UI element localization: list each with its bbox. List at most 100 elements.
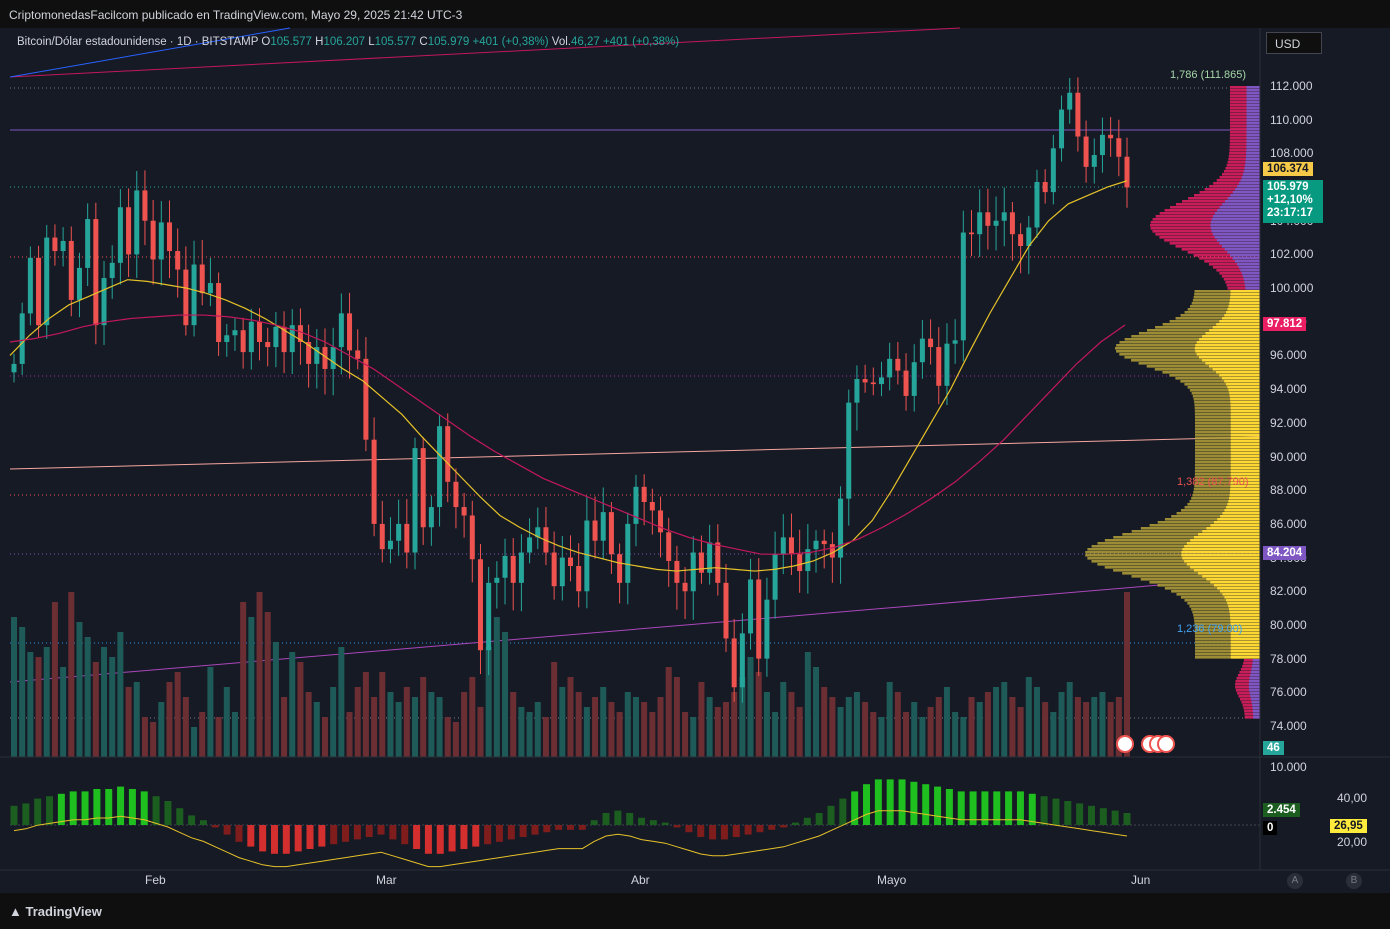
profile-row [1091,545,1260,548]
profile-row [1236,677,1260,680]
osc-bar [1087,805,1095,825]
log-scale-button[interactable]: B [1346,873,1362,889]
fib-label-top: 1,786 (111.865) [1170,69,1247,81]
volume-bar [1091,697,1098,757]
osc-bar [424,825,432,854]
profile-row [1226,164,1260,167]
profile-row [1229,143,1260,146]
profile-row [1182,200,1260,203]
volume-bar [11,617,17,757]
volume-bar [821,687,828,757]
profile-row-inner [1227,308,1260,311]
profile-row [1193,254,1260,257]
candle-body [191,264,197,326]
profile-row [1229,119,1260,122]
profile-row [1180,596,1260,599]
profile-row [1175,317,1260,320]
profile-row-inner [1230,428,1260,431]
osc-bar [306,825,314,849]
profile-row [1194,404,1260,407]
close-value: 105.979 [427,36,470,48]
volume-bar [51,602,58,757]
volume-bar [510,692,517,757]
volume-bar [223,687,230,757]
profile-row [1191,497,1260,500]
candle-body [281,326,287,353]
profile-row [1181,248,1260,251]
profile-row [1194,410,1260,413]
osc-bar [69,791,77,825]
osc-bar [649,820,657,825]
osc-bar [128,789,136,825]
profile-row-inner [1229,608,1260,611]
profile-row [1184,383,1260,386]
profile-row-inner [1229,392,1260,395]
osc-bar [270,825,278,854]
profile-row-inner [1216,239,1260,242]
candle-body [1099,134,1105,156]
osc-bar [1052,798,1060,825]
volume-bar [101,647,108,757]
osc-bar [377,825,385,835]
profile-row [1209,185,1260,188]
tradingview-logo[interactable]: ▲ TradingView [9,904,102,919]
profile-row [1175,245,1260,248]
profile-row [1194,443,1260,446]
currency-selector[interactable]: USD [1266,32,1322,54]
profile-row-inner [1230,425,1260,428]
candle-body [306,342,312,364]
profile-row-inner [1224,596,1260,599]
auto-scale-button[interactable]: A [1287,873,1303,889]
volume-bar [526,712,533,757]
symbol-legend[interactable]: Bitcoin/Dólar estadounidense · 1D · BITS… [17,36,679,48]
profile-row [1212,266,1260,269]
profile-row [1131,575,1260,578]
osc-bar [874,779,882,825]
osc-bar [803,817,811,825]
profile-row-inner [1248,686,1260,689]
profile-row-inner [1230,467,1260,470]
volume-bar [68,592,75,757]
profile-row [1229,131,1260,134]
profile-row-inner [1182,557,1260,560]
profile-row-inner [1222,203,1260,206]
profile-row [1194,449,1260,452]
volume-bar [1107,702,1114,757]
profile-row [1164,239,1260,242]
volume-bar [714,707,721,757]
volume-bar [281,697,288,757]
profile-row-inner [1246,95,1260,98]
volume-bar [641,702,648,757]
candle-body [469,515,475,560]
candle-body [224,335,230,342]
osc-bar [519,825,527,837]
candle-body [641,486,647,502]
profile-row-inner [1226,506,1260,509]
candle-body [207,283,213,294]
profile-row [1097,563,1260,566]
profile-row-inner [1253,716,1260,719]
volume-bar [534,702,541,757]
volume-bar [993,687,1000,757]
profile-row [1238,695,1260,698]
profile-row [1155,233,1260,236]
price-axis-label: 112.000 [1270,79,1313,93]
us-flag-icon [1157,735,1175,753]
profile-row-inner [1225,383,1260,386]
candle-body [535,527,541,538]
candle-body [85,219,91,268]
profile-row [1194,416,1260,419]
profile-row-inner [1243,278,1260,281]
profile-row [1194,629,1260,632]
profile-row [1194,620,1260,623]
candle-body [1124,156,1130,188]
osc-bar [945,789,953,825]
candle-body [1034,182,1040,228]
profile-row-inner [1246,125,1260,128]
profile-row [1159,212,1260,215]
profile-row-inner [1219,206,1260,209]
profile-row [1194,641,1260,644]
volume-bar [27,652,34,757]
profile-row-inner [1210,221,1260,224]
